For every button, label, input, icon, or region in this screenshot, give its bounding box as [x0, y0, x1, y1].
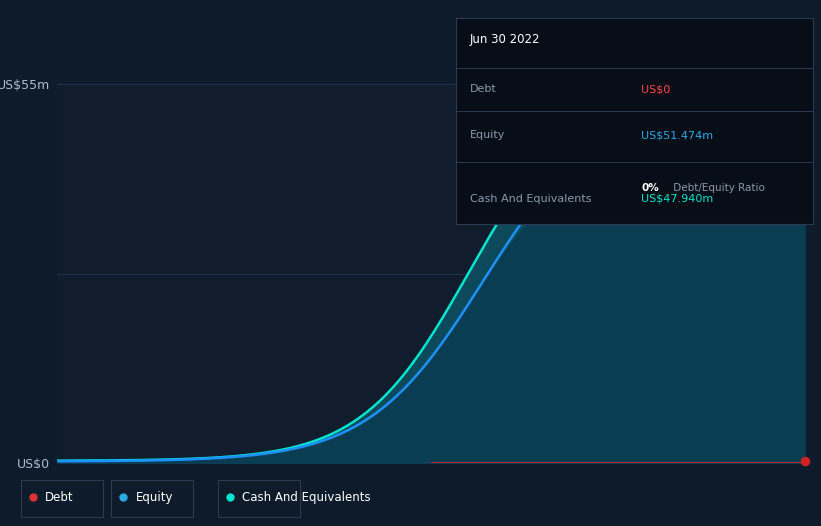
Text: Debt/Equity Ratio: Debt/Equity Ratio — [670, 183, 765, 193]
Text: US$47.940m: US$47.940m — [641, 194, 713, 204]
Text: Equity: Equity — [470, 130, 505, 140]
Text: Jun 30 2022: Jun 30 2022 — [470, 33, 540, 46]
Text: Debt: Debt — [470, 84, 497, 94]
Text: Equity: Equity — [135, 491, 173, 503]
Text: US$0: US$0 — [641, 84, 671, 94]
Text: US$51.474m: US$51.474m — [641, 130, 713, 140]
Point — [798, 457, 811, 465]
Text: 0%: 0% — [641, 183, 659, 193]
Point — [798, 128, 811, 137]
Point — [798, 104, 811, 113]
Text: Debt: Debt — [45, 491, 74, 503]
Text: Cash And Equivalents: Cash And Equivalents — [242, 491, 371, 503]
Text: Cash And Equivalents: Cash And Equivalents — [470, 194, 591, 204]
